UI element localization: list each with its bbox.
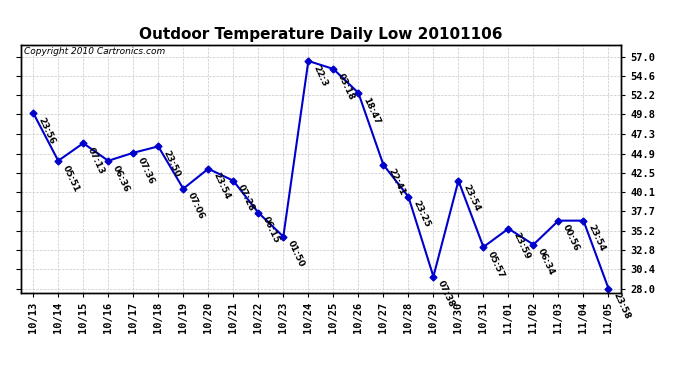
Text: 06:36: 06:36 [111, 164, 131, 193]
Text: 07:06: 07:06 [186, 192, 206, 221]
Text: 05:51: 05:51 [61, 164, 81, 193]
Text: 07:36: 07:36 [136, 156, 157, 185]
Text: 05:57: 05:57 [486, 250, 506, 279]
Text: 23:59: 23:59 [511, 231, 531, 261]
Text: 23:25: 23:25 [411, 200, 431, 229]
Text: 07:13: 07:13 [86, 146, 106, 176]
Text: 03:18: 03:18 [336, 72, 356, 101]
Text: 23:56: 23:56 [36, 116, 57, 146]
Title: Outdoor Temperature Daily Low 20101106: Outdoor Temperature Daily Low 20101106 [139, 27, 502, 42]
Text: 22:41: 22:41 [386, 168, 406, 197]
Text: 23:54: 23:54 [586, 224, 607, 253]
Text: 06:15: 06:15 [261, 216, 282, 245]
Text: 18:47: 18:47 [361, 96, 382, 126]
Text: 01:50: 01:50 [286, 239, 306, 269]
Text: 07:38: 07:38 [436, 279, 457, 309]
Text: 22:3: 22:3 [311, 64, 328, 88]
Text: 07:28: 07:28 [236, 183, 257, 213]
Text: 23:58: 23:58 [611, 291, 631, 321]
Text: 23:50: 23:50 [161, 149, 181, 179]
Text: 23:54: 23:54 [461, 183, 482, 213]
Text: 23:54: 23:54 [211, 171, 231, 201]
Text: Copyright 2010 Cartronics.com: Copyright 2010 Cartronics.com [23, 48, 165, 57]
Text: 00:56: 00:56 [561, 224, 582, 253]
Text: 06:34: 06:34 [536, 248, 557, 277]
